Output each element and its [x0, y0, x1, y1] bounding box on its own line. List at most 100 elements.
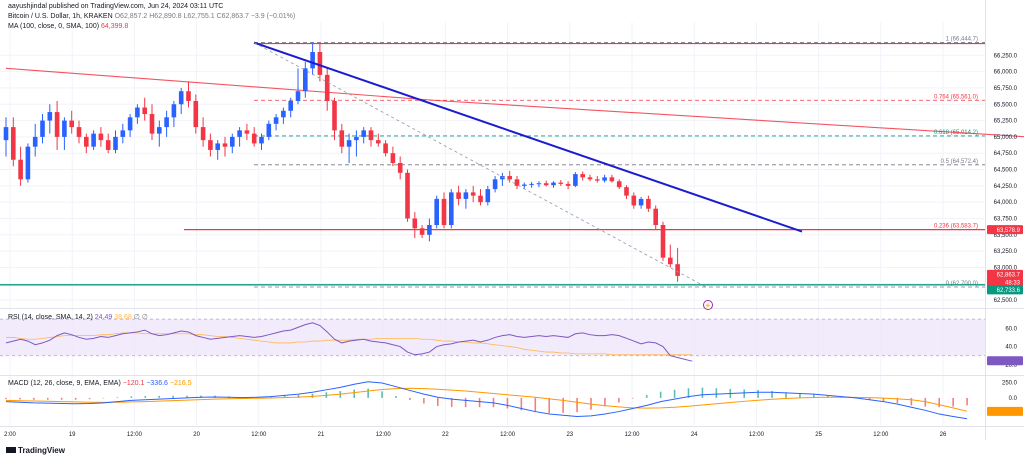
price-tag-text: 62,863.7 [997, 273, 1021, 279]
price-tick-label: 66,000.0 [994, 70, 1018, 76]
candle-body [25, 146, 31, 180]
candle-body [470, 192, 476, 196]
moving-average [5, 67, 1024, 138]
candle-body [361, 130, 366, 137]
time-tick-label: 12:00 [500, 432, 516, 438]
candle-body [281, 110, 286, 118]
candle-body [463, 192, 469, 199]
candle-body [113, 136, 118, 150]
candle-body [427, 225, 432, 235]
tradingview-logo[interactable]: TradingView [6, 446, 65, 455]
candle-body [237, 130, 242, 137]
candle-body [405, 172, 410, 219]
macd-value-line: −336.6 [146, 380, 168, 387]
price-tick-label: 63,750.0 [994, 216, 1018, 222]
candle-body [215, 143, 220, 150]
candle-body [449, 192, 454, 226]
lightning-icon: ⚡ [704, 302, 711, 310]
price-tick-label: 66,250.0 [994, 53, 1018, 59]
time-tick-label: 22 [442, 432, 449, 438]
candle-body [200, 127, 206, 141]
rsi-pane [5, 322, 693, 362]
candle-body [616, 181, 622, 188]
candle-body [324, 74, 330, 101]
candle-body [149, 114, 155, 134]
candle-body [164, 117, 169, 128]
candle-body [536, 183, 542, 185]
time-tick-label: 12:00 [251, 432, 267, 438]
candle-body [587, 177, 593, 180]
rsi-axis-tag [987, 356, 1023, 366]
candle-body [266, 123, 272, 137]
candle-body [317, 52, 323, 75]
candle-body [390, 153, 396, 163]
legend-main: Bitcoin / U.S. Dollar, 1h, KRAKEN O62,85… [8, 13, 295, 20]
candle-body [251, 133, 257, 144]
candle-body [675, 264, 680, 276]
time-tick-label: 2:00 [4, 432, 16, 438]
candle-body [485, 189, 491, 203]
candle-body [339, 130, 345, 147]
candle-body [310, 52, 315, 69]
rsi-null-icon: ∅ [133, 314, 140, 321]
candle-body [91, 133, 96, 147]
pane-backgrounds [0, 0, 1024, 440]
legend-ma: MA (100, close, 0, SMA, 100) 64,399.8 [8, 23, 128, 30]
ohlc-values: O62,857.2 H62,890.8 L62,755.1 C62,863.7 … [114, 13, 296, 20]
candle-body [543, 183, 549, 186]
price-tag [987, 285, 1023, 295]
candle-body [3, 127, 9, 141]
candle-body [244, 130, 250, 134]
time-axis: 2:00 19 12:00 20 12:00 21 12:00 22 12:00 23 12:00 2… [4, 432, 947, 438]
macd-axis-tag [987, 406, 1023, 416]
candle-body [98, 133, 104, 141]
candle-body [18, 159, 23, 180]
candle-body [11, 127, 16, 160]
price-tag-text: 48:33 [1005, 281, 1021, 287]
fib-label: 0.5 (64,572.4) [941, 159, 978, 165]
time-tick-label: 23 [566, 432, 573, 438]
price-tag [987, 277, 1023, 287]
time-tick-label: 19 [69, 432, 76, 438]
candle-body [441, 198, 447, 226]
candle-body [551, 182, 556, 186]
price-tick-label: 63,250.0 [994, 249, 1018, 255]
candle-body [492, 179, 498, 190]
candle-body [193, 100, 199, 128]
price-tick-label: 63,500.0 [994, 233, 1018, 239]
candle-body [529, 183, 534, 185]
rsi-label: RSI (14, close, SMA, 14, 2) [8, 314, 93, 321]
candle-body [631, 195, 637, 206]
time-tick-label: 21 [318, 432, 325, 438]
price-tick-label: 64,250.0 [994, 184, 1018, 190]
rsi-tick-label: 20.0 [1005, 363, 1017, 369]
time-tick-label: 12:00 [624, 432, 640, 438]
candle-body [222, 143, 228, 147]
ma-line [5, 67, 1024, 138]
candle-body [54, 112, 60, 137]
tv-logo-text: TradingView [18, 446, 65, 455]
candle-body [178, 91, 184, 105]
rsi-line [5, 322, 693, 362]
time-tick-label: 12:00 [376, 432, 392, 438]
price-tick-label: 64,000.0 [994, 200, 1018, 206]
candle-body [135, 107, 140, 118]
time-tick-label: 24 [691, 432, 698, 438]
price-tick-label: 65,500.0 [994, 102, 1018, 108]
candle-body [638, 198, 644, 206]
attribution-text: aayushjindal published on TradingView.co… [8, 3, 224, 10]
candle-body [69, 120, 74, 128]
candle-body [412, 218, 418, 229]
candle-body [142, 107, 147, 115]
candle-body [646, 198, 651, 209]
price-tag-text: 62,733.6 [997, 288, 1021, 294]
rsi-band [0, 319, 985, 356]
candle-body [171, 104, 177, 118]
candle-body [653, 208, 658, 226]
rsi-value: 24.49 [94, 314, 113, 321]
candle-body [47, 112, 53, 121]
candle-body [668, 257, 673, 265]
bearish-trend-line [253, 41, 803, 233]
candle-body [332, 100, 337, 131]
